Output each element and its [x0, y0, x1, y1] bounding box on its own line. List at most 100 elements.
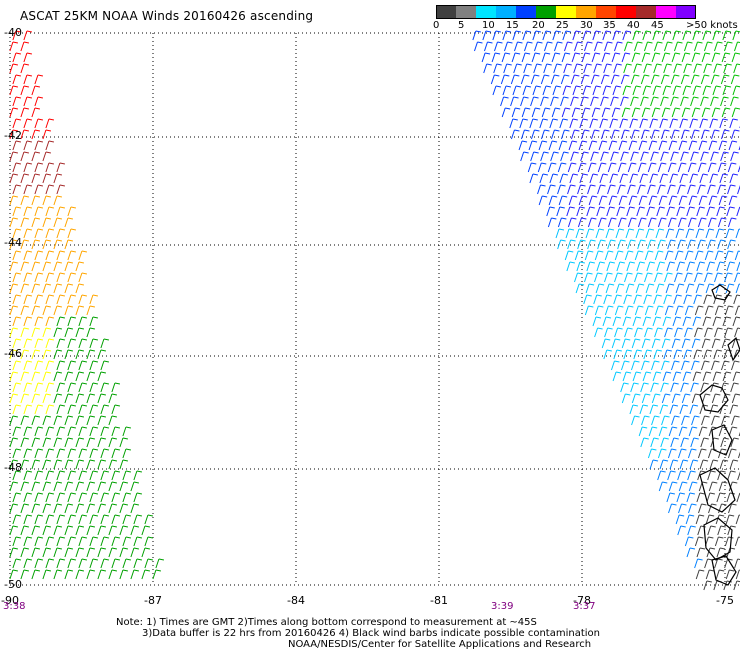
lon-tick-label: -90 — [1, 594, 19, 607]
wind-barb — [641, 393, 651, 404]
wind-barb — [42, 481, 52, 492]
wind-barb — [75, 393, 85, 404]
wind-barb — [736, 206, 740, 217]
wind-barb — [660, 360, 670, 371]
wind-barb — [675, 514, 685, 525]
wind-barb — [541, 107, 551, 118]
wind-barb — [694, 536, 704, 547]
wind-barb — [711, 338, 721, 349]
wind-barb — [610, 96, 619, 107]
wind-barb — [97, 393, 107, 404]
wind-barb — [34, 404, 44, 415]
colorbar-label: 5 — [458, 20, 465, 31]
wind-barb — [689, 404, 699, 415]
wind-barb — [75, 437, 85, 448]
wind-barb — [733, 580, 740, 591]
wind-barb — [53, 393, 63, 404]
wind-barb — [720, 437, 729, 448]
wind-barb — [735, 228, 740, 239]
wind-barb — [608, 140, 618, 151]
wind-barb — [122, 448, 132, 459]
wind-barb — [686, 261, 695, 272]
wind-barb — [654, 250, 664, 261]
wind-barb — [585, 228, 595, 239]
wind-barb — [31, 371, 41, 382]
wind-barb — [45, 536, 55, 547]
wind-barb — [721, 52, 731, 63]
lat-tick-label: -44 — [4, 236, 22, 249]
wind-barb — [652, 85, 662, 96]
wind-barb — [31, 415, 41, 426]
wind-barb — [12, 536, 22, 547]
wind-barb — [640, 437, 649, 448]
wind-barb — [681, 107, 691, 118]
wind-barb — [708, 140, 718, 151]
wind-barb — [733, 63, 740, 74]
wind-barb — [64, 305, 74, 316]
wind-barb — [141, 525, 151, 536]
wind-barb — [663, 294, 672, 305]
wind-barb — [56, 448, 66, 459]
wind-barb — [111, 492, 121, 503]
wind-barb — [671, 338, 681, 349]
wind-barb — [53, 195, 63, 206]
wind-barb — [56, 382, 66, 393]
wind-barb — [53, 327, 63, 338]
wind-barb — [45, 118, 55, 129]
wind-barb — [75, 547, 85, 558]
wind-barb — [111, 448, 121, 459]
wind-barb — [652, 316, 662, 327]
wind-barb — [78, 382, 88, 393]
wind-barb — [64, 393, 74, 404]
lon-tick-label: -75 — [716, 594, 734, 607]
wind-barb — [100, 360, 110, 371]
wind-barb — [579, 118, 588, 129]
wind-barb — [12, 30, 22, 41]
wind-barb — [86, 569, 96, 580]
wind-barb — [75, 459, 85, 470]
wind-barb — [669, 459, 679, 470]
wind-barb — [9, 569, 19, 580]
wind-barb — [108, 481, 118, 492]
wind-barb — [23, 184, 33, 195]
wind-barb — [678, 503, 687, 514]
wind-barb — [629, 173, 639, 184]
wind-barb — [100, 470, 110, 481]
wind-barb — [718, 140, 728, 151]
wind-barb — [111, 470, 121, 481]
wind-barb — [625, 283, 635, 294]
wind-barb — [694, 250, 704, 261]
wind-barb — [67, 382, 77, 393]
wind-barb — [64, 525, 74, 536]
wind-barb — [42, 151, 52, 162]
wind-barb — [34, 140, 44, 151]
wind-barb — [647, 184, 656, 195]
wind-barb — [56, 250, 66, 261]
wind-barb — [42, 173, 52, 184]
colorbar-swatch — [516, 5, 537, 19]
wind-barb — [660, 382, 669, 393]
colorbar-label: 25 — [556, 20, 569, 31]
wind-barb — [42, 525, 52, 536]
wind-barb — [614, 272, 623, 283]
lat-tick-label: -46 — [4, 347, 22, 360]
wind-barb — [734, 250, 740, 261]
wind-barb — [510, 96, 519, 107]
wind-barb — [714, 272, 723, 283]
wind-barb — [31, 305, 41, 316]
wind-barb — [661, 338, 671, 349]
wind-barb — [562, 30, 571, 41]
wind-barb — [56, 536, 66, 547]
wind-barb — [9, 503, 19, 514]
wind-barb — [671, 107, 681, 118]
colorbar-swatch — [436, 5, 457, 19]
wind-barb — [694, 327, 703, 338]
coastline — [703, 517, 733, 561]
wind-barb — [675, 228, 685, 239]
wind-barb — [509, 118, 518, 129]
wind-barb — [600, 96, 609, 107]
colorbar-swatch — [656, 5, 677, 19]
wind-barb — [97, 349, 107, 360]
colorbar-swatch — [456, 5, 477, 19]
wind-barb — [694, 272, 703, 283]
